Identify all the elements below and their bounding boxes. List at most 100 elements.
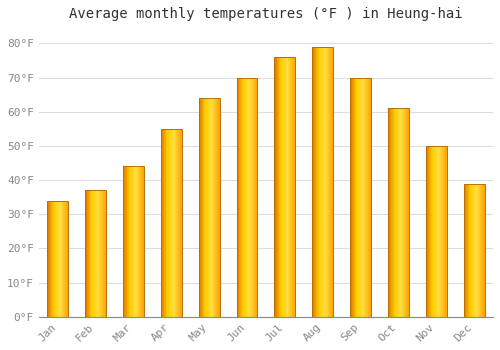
Bar	[394, 108, 395, 317]
Bar	[464, 183, 465, 317]
Bar	[56, 201, 57, 317]
Bar	[85, 190, 106, 317]
Bar	[274, 57, 275, 317]
Bar	[435, 146, 436, 317]
Bar	[280, 57, 281, 317]
Bar	[174, 129, 175, 317]
Bar	[391, 108, 392, 317]
Bar	[96, 190, 97, 317]
Bar	[252, 78, 253, 317]
Bar	[354, 78, 355, 317]
Bar	[350, 78, 351, 317]
Bar	[388, 108, 409, 317]
Bar	[166, 129, 167, 317]
Bar	[242, 78, 243, 317]
Bar	[287, 57, 288, 317]
Bar	[404, 108, 406, 317]
Bar	[251, 78, 252, 317]
Bar	[400, 108, 401, 317]
Bar	[236, 78, 238, 317]
Bar	[135, 166, 136, 317]
Bar	[138, 166, 139, 317]
Bar	[175, 129, 176, 317]
Bar	[198, 98, 200, 317]
Bar	[332, 47, 333, 317]
Bar	[247, 78, 248, 317]
Bar	[362, 78, 364, 317]
Bar	[433, 146, 434, 317]
Bar	[426, 146, 446, 317]
Bar	[320, 47, 322, 317]
Bar	[467, 183, 468, 317]
Bar	[172, 129, 174, 317]
Bar	[328, 47, 329, 317]
Bar	[179, 129, 180, 317]
Bar	[366, 78, 367, 317]
Bar	[408, 108, 409, 317]
Bar	[444, 146, 446, 317]
Bar	[50, 201, 51, 317]
Bar	[201, 98, 202, 317]
Bar	[104, 190, 106, 317]
Bar	[53, 201, 54, 317]
Bar	[426, 146, 428, 317]
Bar	[161, 129, 162, 317]
Bar	[178, 129, 179, 317]
Bar	[136, 166, 137, 317]
Bar	[481, 183, 482, 317]
Bar	[364, 78, 366, 317]
Bar	[322, 47, 324, 317]
Bar	[90, 190, 92, 317]
Bar	[163, 129, 164, 317]
Bar	[198, 98, 220, 317]
Bar	[466, 183, 467, 317]
Bar	[48, 201, 68, 317]
Title: Average monthly temperatures (°F ) in Heung-hai: Average monthly temperatures (°F ) in He…	[69, 7, 462, 21]
Bar	[127, 166, 128, 317]
Bar	[434, 146, 435, 317]
Bar	[329, 47, 330, 317]
Bar	[123, 166, 124, 317]
Bar	[294, 57, 296, 317]
Bar	[465, 183, 466, 317]
Bar	[61, 201, 62, 317]
Bar	[479, 183, 480, 317]
Bar	[161, 129, 182, 317]
Bar	[284, 57, 285, 317]
Bar	[236, 78, 258, 317]
Bar	[437, 146, 438, 317]
Bar	[285, 57, 286, 317]
Bar	[140, 166, 141, 317]
Bar	[256, 78, 258, 317]
Bar	[441, 146, 442, 317]
Bar	[95, 190, 96, 317]
Bar	[291, 57, 292, 317]
Bar	[397, 108, 398, 317]
Bar	[214, 98, 216, 317]
Bar	[278, 57, 280, 317]
Bar	[162, 129, 163, 317]
Bar	[67, 201, 68, 317]
Bar	[240, 78, 241, 317]
Bar	[315, 47, 316, 317]
Bar	[288, 57, 289, 317]
Bar	[51, 201, 52, 317]
Bar	[477, 183, 478, 317]
Bar	[392, 108, 393, 317]
Bar	[123, 166, 144, 317]
Bar	[170, 129, 172, 317]
Bar	[219, 98, 220, 317]
Bar	[100, 190, 101, 317]
Bar	[132, 166, 134, 317]
Bar	[207, 98, 208, 317]
Bar	[482, 183, 483, 317]
Bar	[464, 183, 484, 317]
Bar	[143, 166, 144, 317]
Bar	[130, 166, 132, 317]
Bar	[472, 183, 474, 317]
Bar	[439, 146, 440, 317]
Bar	[246, 78, 247, 317]
Bar	[283, 57, 284, 317]
Bar	[200, 98, 201, 317]
Bar	[370, 78, 371, 317]
